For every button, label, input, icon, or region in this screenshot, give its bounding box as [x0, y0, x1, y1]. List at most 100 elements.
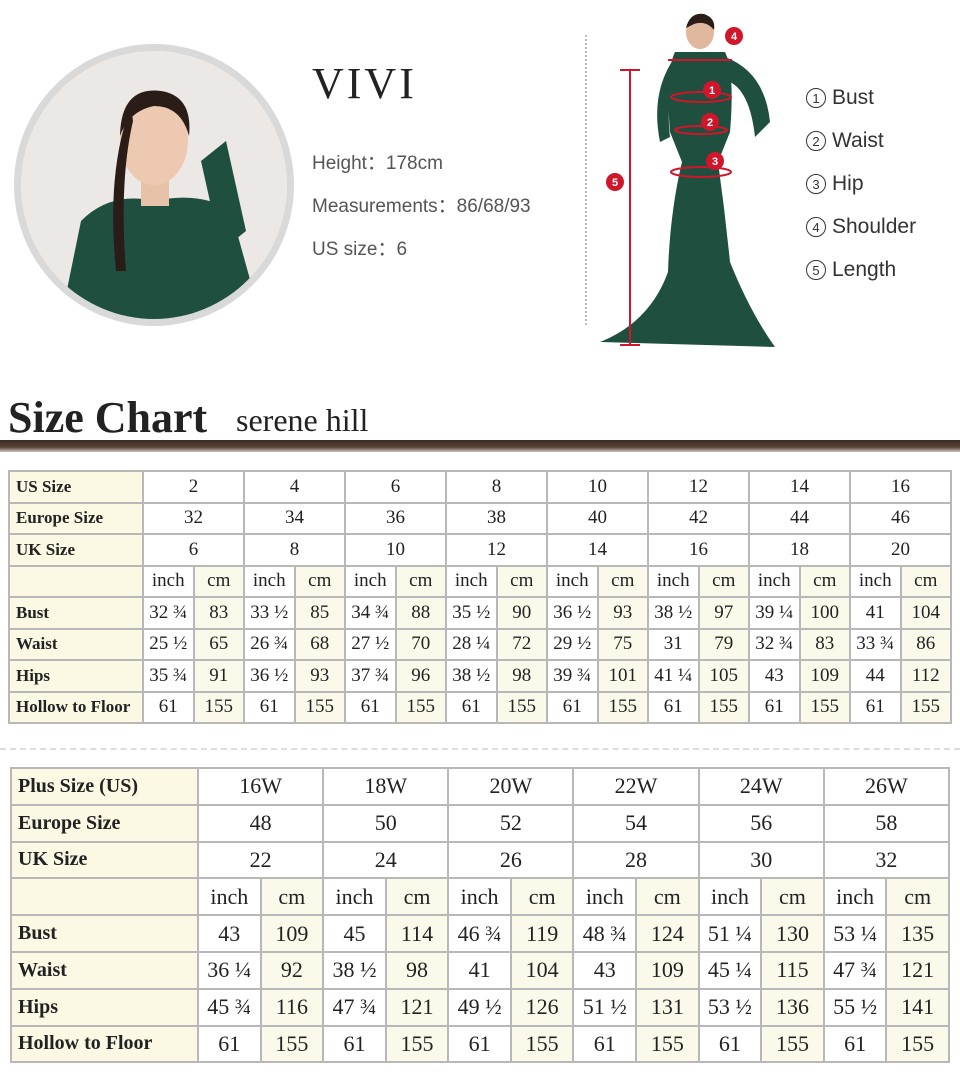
model-name: VIVI	[312, 59, 417, 108]
unit-cm: cm	[394, 564, 447, 598]
unit-cm: cm	[259, 877, 325, 917]
inch-cell: 41	[849, 596, 902, 630]
unit-cm: cm	[760, 877, 825, 917]
size-cell: 48	[196, 803, 325, 843]
cm-cell: 112	[899, 659, 952, 693]
size-cell: 16	[647, 533, 750, 567]
cm-cell: 155	[192, 690, 245, 724]
inch-cell: 61	[447, 1024, 512, 1064]
svg-text:1: 1	[709, 85, 715, 97]
inch-cell: 26 ¾	[243, 627, 296, 661]
row-label: Waist	[8, 627, 144, 661]
inch-cell: 48 ¾	[572, 914, 638, 953]
cm-cell: 83	[798, 627, 851, 661]
cm-cell: 130	[760, 914, 825, 953]
inch-cell: 53 ½	[697, 987, 763, 1027]
row-label: Hips	[8, 659, 144, 693]
size-cell: 12	[647, 470, 750, 504]
row-label: Europe Size	[8, 501, 144, 535]
inch-cell: 61	[572, 1024, 638, 1064]
row-label: Plus Size (US)	[10, 767, 199, 806]
svg-text:5: 5	[612, 177, 618, 189]
inch-cell: 39 ¼	[748, 596, 801, 630]
cm-cell: 126	[509, 987, 575, 1027]
row-label: UK Size	[8, 533, 144, 567]
legend-bust: 1 Bust	[806, 86, 874, 110]
size-cell: 26	[447, 840, 575, 880]
table-row: Europe Size 32 34 36 38 40 42 44 46	[8, 501, 952, 535]
unit-cm: cm	[697, 564, 750, 598]
inch-cell: 61	[849, 690, 902, 724]
unit-inch: inch	[748, 564, 801, 598]
size-cell: 10	[546, 470, 649, 504]
inch-cell: 41 ¼	[647, 659, 700, 693]
cm-cell: 109	[798, 659, 851, 693]
inch-cell: 61	[142, 690, 195, 724]
size-cell: 2	[142, 470, 245, 504]
unit-cm: cm	[885, 877, 950, 917]
size-cell: 18W	[322, 767, 450, 806]
measurement-diagram: 4 1 2 3 5	[600, 13, 775, 347]
cm-cell: 155	[495, 690, 548, 724]
inch-cell: 61	[197, 1024, 262, 1064]
unit-cm: cm	[509, 877, 575, 917]
cm-cell: 155	[798, 690, 851, 724]
inch-cell: 44	[849, 659, 902, 693]
unit-inch: inch	[243, 564, 296, 598]
legend-hip: 3 Hip	[806, 172, 864, 196]
svg-text:3: 3	[712, 156, 718, 168]
cm-cell: 155	[697, 690, 750, 724]
cm-cell: 86	[899, 627, 952, 661]
inch-cell: 61	[243, 690, 296, 724]
inch-cell: 45 ¼	[697, 950, 763, 990]
inch-cell: 49 ½	[447, 987, 512, 1027]
unit-cm: cm	[293, 564, 346, 598]
legend-length: 5 Length	[806, 258, 896, 282]
size-cell: 20	[849, 533, 952, 567]
cm-cell: 96	[394, 659, 447, 693]
row-label: US Size	[8, 470, 144, 504]
table-row: Hollow to Floor 61 155 61 155 61 155 61 155 61 155…	[10, 1024, 950, 1064]
inch-cell: 39 ¾	[546, 659, 599, 693]
table-row: Plus Size (US) 16W 18W 20W 22W 24W 26W	[10, 767, 951, 806]
inch-cell: 31	[647, 627, 700, 661]
cm-cell: 93	[596, 596, 649, 630]
inch-cell: 37 ¾	[344, 659, 397, 693]
model-height: Height：178cm	[312, 153, 443, 174]
inch-cell: 61	[822, 1024, 888, 1064]
cm-cell: 101	[596, 659, 649, 693]
size-cell: 8	[445, 470, 548, 504]
chart-title: Size Chart	[8, 393, 208, 442]
cm-cell: 121	[885, 950, 950, 990]
cm-cell: 155	[899, 690, 952, 724]
inch-cell: 53 ¼	[822, 914, 888, 953]
title-rule	[0, 440, 960, 452]
row-label: Hollow to Floor	[8, 690, 144, 724]
cm-cell: 141	[885, 987, 950, 1027]
unit-row: inch cm inch cm inch cm inch cm inch cm inch cm inch…	[8, 564, 952, 598]
unit-inch: inch	[142, 564, 195, 598]
row-label: Hollow to Floor	[10, 1024, 199, 1064]
inch-cell: 38 ½	[445, 659, 498, 693]
size-cell: 30	[697, 840, 825, 880]
cm-cell: 119	[509, 914, 575, 953]
size-cell: 24W	[697, 767, 825, 806]
legend-waist: 2 Waist	[806, 129, 884, 153]
size-cell: 28	[572, 840, 700, 880]
unit-inch: inch	[344, 564, 397, 598]
cm-cell: 121	[384, 987, 450, 1027]
inch-cell: 45 ¾	[197, 987, 262, 1027]
unit-cm: cm	[899, 564, 952, 598]
row-label: Waist	[10, 950, 199, 990]
row-label: Hips	[10, 987, 199, 1027]
table-row: Hips 45 ¾ 116 47 ¾ 121 49 ½ 126 51 ½ 131 53 ½ 136 5…	[10, 987, 950, 1027]
table-row: US Size 2 4 6 8 10 12 14 16	[8, 470, 952, 504]
brand-name: serene hill	[236, 402, 369, 438]
cm-cell: 131	[635, 987, 700, 1027]
plus-size-table: Plus Size (US) 16W 18W 20W 22W 24W 26W Europe S…	[10, 767, 951, 1064]
cm-cell: 155	[293, 690, 346, 724]
inch-cell: 27 ½	[344, 627, 397, 661]
inch-cell: 46 ¾	[447, 914, 512, 953]
row-label: Bust	[10, 914, 199, 953]
